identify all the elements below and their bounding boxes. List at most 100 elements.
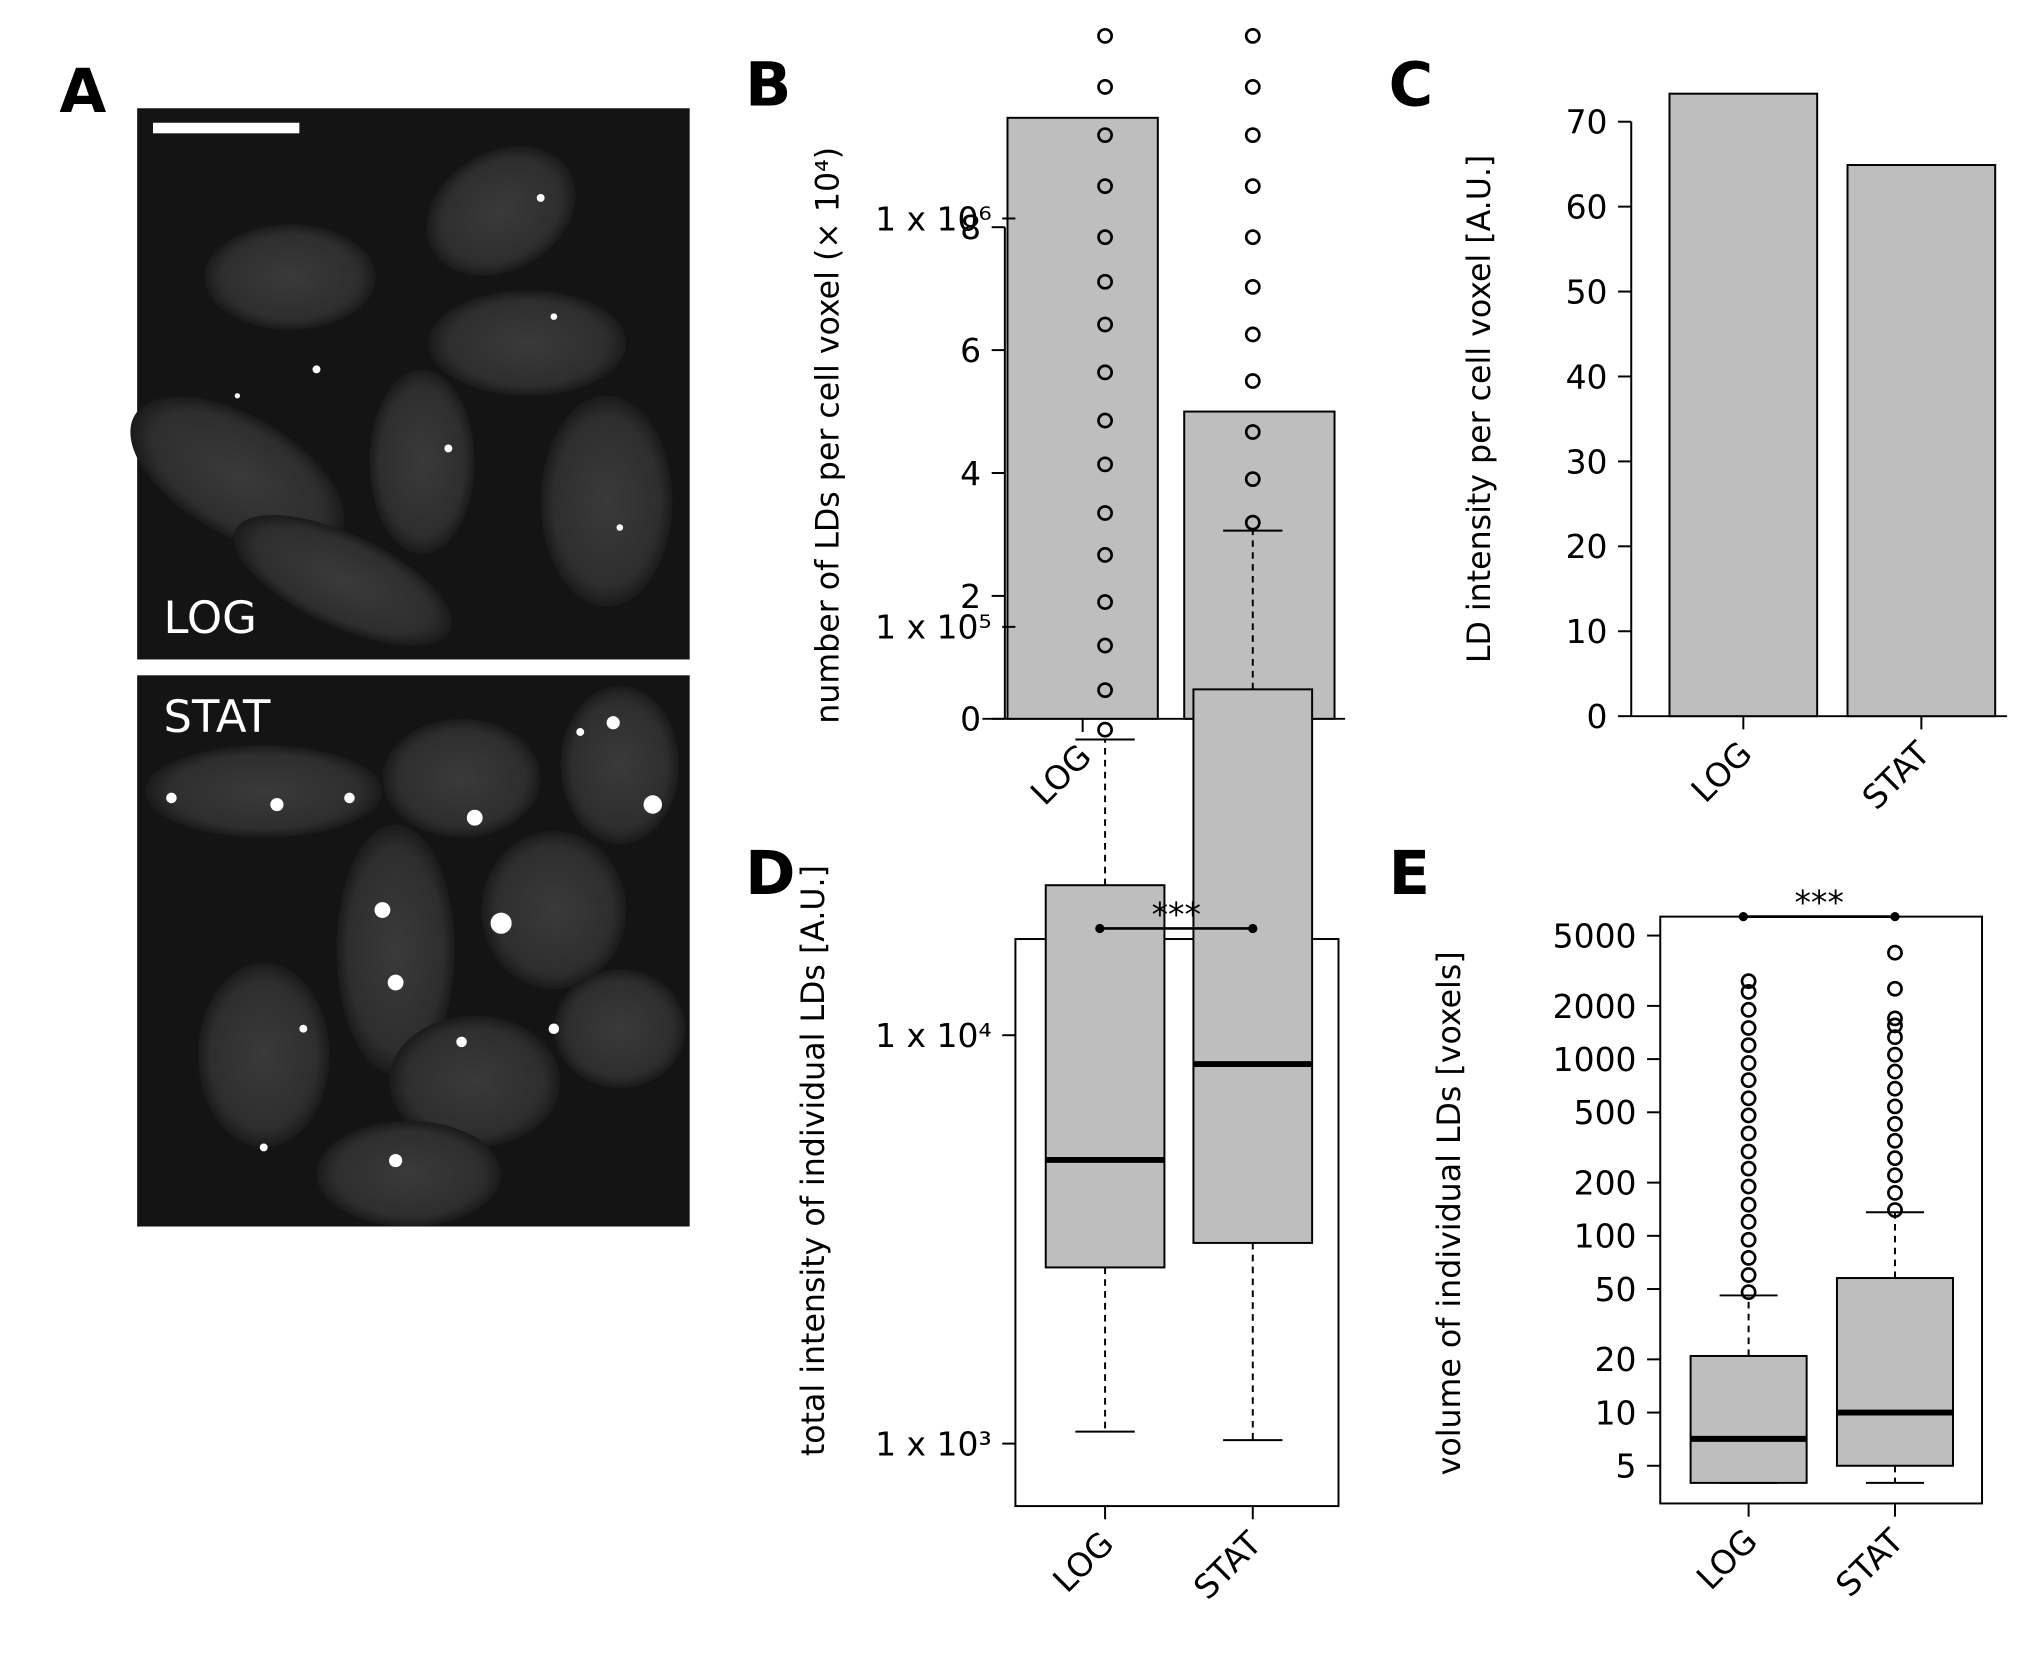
x-tick-label: LOG: [1023, 736, 1099, 812]
outlier: [1097, 637, 1113, 654]
outlier: [1097, 78, 1113, 95]
outlier: [1887, 1184, 1903, 1201]
outlier: [1740, 1267, 1757, 1283]
x-tick-label: LOG: [1689, 1521, 1765, 1597]
outlier: [1887, 1202, 1903, 1218]
significance-end: [1738, 912, 1748, 922]
outlier: [1887, 1167, 1903, 1184]
y-tick-label: 50: [1566, 272, 1608, 311]
y-tick-label: 8: [960, 208, 981, 247]
y-tick-label: 2000: [1553, 987, 1637, 1026]
y-tick-label: 10: [1566, 612, 1608, 651]
y-tick-label: 4: [960, 454, 981, 493]
x-tick-label: STAT: [1854, 733, 1938, 817]
outlier: [1887, 1010, 1903, 1027]
bar: [1668, 92, 1819, 718]
outlier: [1740, 1178, 1757, 1195]
y-tick-label: 40: [1566, 357, 1608, 396]
y-tick-label: 0: [960, 700, 981, 739]
outlier: [1740, 1125, 1757, 1142]
outlier: [1740, 983, 1757, 1000]
outlier: [1887, 1115, 1903, 1132]
outlier: [1097, 721, 1113, 738]
outlier: [1887, 1029, 1903, 1046]
y-tick-label: 100: [1574, 1217, 1637, 1256]
outlier: [1244, 278, 1261, 295]
y-tick-label: 30: [1566, 442, 1608, 481]
outlier: [1887, 1098, 1903, 1115]
outlier: [1740, 1249, 1757, 1266]
outlier: [1244, 514, 1261, 531]
bar: [1846, 164, 1997, 718]
plot-frame: [1014, 938, 1340, 1508]
outlier: [1097, 547, 1113, 563]
y-tick-label: 10: [1595, 1393, 1637, 1432]
y-tick-label: 50: [1595, 1270, 1637, 1309]
outlier: [1097, 178, 1113, 195]
significance-label: ***: [1152, 895, 1201, 934]
significance-end: [1095, 923, 1105, 934]
outlier: [1887, 980, 1903, 997]
outlier: [1097, 229, 1113, 246]
outlier: [1740, 1001, 1757, 1018]
image-label: LOG: [164, 591, 257, 644]
y-tick-label: 60: [1566, 187, 1608, 226]
outlier: [1740, 1090, 1757, 1107]
box: [1835, 1277, 1954, 1467]
outlier: [1097, 273, 1113, 290]
outlier: [1887, 1132, 1903, 1149]
droplets: [166, 193, 662, 1168]
significance-end: [1890, 912, 1900, 922]
outlier: [1740, 1213, 1757, 1230]
outlier: [1244, 326, 1261, 343]
y-tick-label: 70: [1566, 103, 1608, 142]
outlier: [1097, 456, 1113, 473]
panel-label: D: [745, 839, 795, 909]
panel-label: B: [745, 51, 791, 121]
outlier: [1244, 229, 1261, 246]
y-axis-label: total intensity of individual LDs [A.U.]: [796, 865, 832, 1456]
x-tick-label: LOG: [1683, 734, 1759, 810]
micrographs: [130, 108, 690, 1227]
outlier: [1097, 27, 1113, 44]
outlier: [1887, 1150, 1903, 1167]
outlier: [1887, 1063, 1903, 1080]
y-tick-label: 1 x 10³: [875, 1424, 992, 1463]
y-tick-label: 200: [1574, 1163, 1637, 1202]
y-tick-label: 1 x 10⁵: [875, 608, 992, 647]
outlier: [1740, 1196, 1757, 1213]
outlier: [1887, 1017, 1903, 1034]
outlier: [1740, 1072, 1757, 1089]
y-tick-label: 1000: [1553, 1040, 1637, 1079]
panel-label: C: [1389, 51, 1434, 121]
y-tick-label: 20: [1566, 527, 1608, 566]
y-axis-label: LD intensity per cell voxel [A.U.]: [1462, 155, 1498, 663]
outlier: [1740, 1055, 1757, 1071]
outlier: [1740, 1020, 1757, 1036]
outlier: [1097, 594, 1113, 610]
y-tick-label: 500: [1574, 1093, 1637, 1132]
box: [1044, 884, 1166, 1269]
outlier: [1097, 412, 1113, 429]
outlier: [1244, 27, 1261, 44]
panel-label: E: [1389, 839, 1430, 909]
outlier: [1740, 973, 1757, 990]
outlier: [1097, 505, 1113, 521]
outlier: [1244, 373, 1261, 389]
box: [1192, 688, 1314, 1244]
y-axis-label: volume of individual LDs [voxels]: [1432, 951, 1468, 1475]
outlier: [1244, 178, 1261, 195]
outlier: [1244, 471, 1261, 488]
y-tick-label: 20: [1595, 1340, 1637, 1379]
outlier: [1097, 127, 1113, 144]
y-tick-label: 1 x 10⁶: [875, 199, 992, 238]
significance-label: ***: [1794, 883, 1843, 922]
outlier: [1244, 424, 1261, 440]
outlier: [1244, 127, 1261, 144]
y-tick-label: 2: [960, 577, 981, 616]
y-tick-label: 5: [1616, 1447, 1637, 1486]
bar: [1183, 410, 1336, 720]
outlier: [1740, 1037, 1757, 1054]
